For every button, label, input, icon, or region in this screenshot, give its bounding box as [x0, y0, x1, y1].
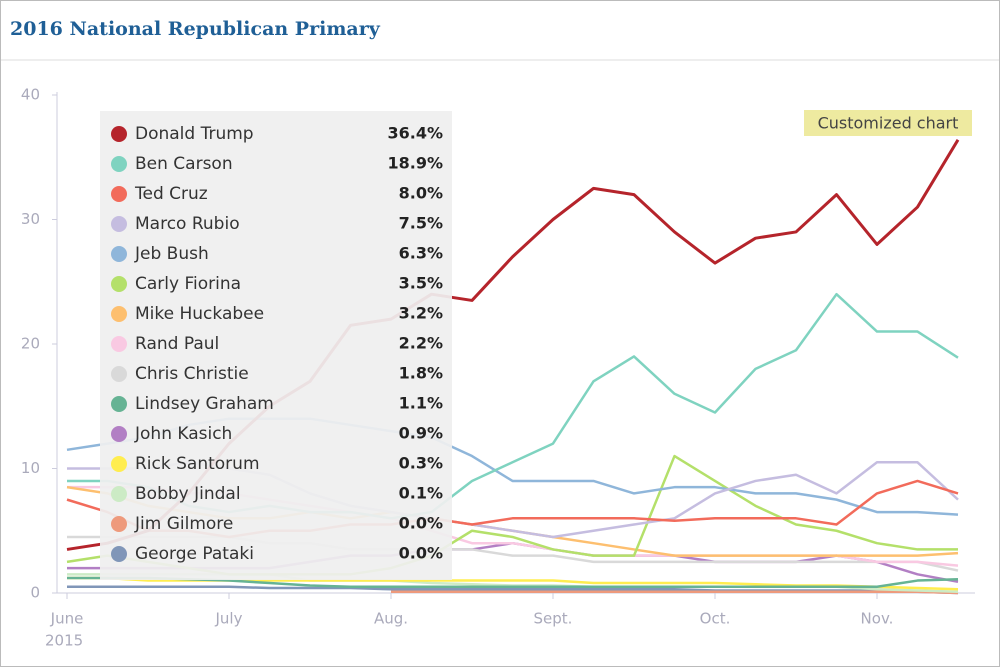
legend-swatch — [111, 516, 127, 532]
y-tick-label: 20 — [21, 335, 40, 353]
legend-swatch — [111, 276, 127, 292]
legend-value: 1.8% — [399, 364, 443, 383]
x-tick-label: Nov. — [861, 610, 894, 628]
legend-swatch — [111, 186, 127, 202]
series-line — [67, 576, 959, 589]
legend-label: Rand Paul — [135, 334, 219, 354]
legend-swatch — [111, 486, 127, 502]
legend: Donald Trump 36.4% Ben Carson 18.9% Ted Cruz… — [100, 111, 452, 580]
chart-title: 2016 National Republican Primary — [10, 18, 381, 40]
legend-value: 0.1% — [399, 484, 443, 503]
legend-swatch — [111, 366, 127, 382]
legend-swatch — [111, 426, 127, 442]
legend-swatch — [111, 246, 127, 262]
legend-value: 2.2% — [399, 334, 443, 353]
y-tick-label: 40 — [21, 86, 40, 104]
x-tick-label: Sept. — [534, 610, 573, 628]
legend-value: 1.1% — [399, 394, 443, 413]
legend-swatch — [111, 336, 127, 352]
legend-label: Mike Huckabee — [135, 304, 264, 324]
x-tick-label: Aug. — [374, 610, 408, 628]
annotation: Customized chart — [818, 114, 959, 133]
legend-swatch — [111, 156, 127, 172]
legend-label: Bobby Jindal — [135, 484, 241, 504]
legend-box — [100, 111, 452, 580]
legend-value: 6.3% — [399, 244, 443, 263]
legend-label: Marco Rubio — [135, 214, 240, 234]
legend-swatch — [111, 546, 127, 562]
legend-value: 7.5% — [399, 214, 443, 233]
legend-label: Chris Christie — [135, 364, 249, 384]
legend-value: 8.0% — [399, 184, 443, 203]
annotation-box — [804, 110, 972, 136]
legend-swatch — [111, 216, 127, 232]
legend-swatch — [111, 456, 127, 472]
y-tick-label: 30 — [21, 210, 40, 228]
legend-swatch — [111, 126, 127, 142]
legend-label: Ted Cruz — [134, 184, 208, 204]
legend-value: 3.5% — [399, 274, 443, 293]
x-year-label: 2015 — [45, 632, 83, 650]
legend-value: 0.3% — [399, 454, 443, 473]
y-tick-label: 0 — [30, 584, 40, 602]
y-tick-label: 10 — [21, 459, 40, 477]
legend-label: Carly Fiorina — [135, 274, 241, 294]
legend-value: 36.4% — [387, 124, 443, 143]
legend-swatch — [111, 306, 127, 322]
legend-value: 3.2% — [399, 304, 443, 323]
legend-label: Lindsey Graham — [135, 394, 274, 414]
legend-swatch — [111, 396, 127, 412]
series-line — [391, 590, 959, 595]
legend-label: Jeb Bush — [134, 244, 209, 264]
legend-label: Ben Carson — [135, 154, 233, 174]
legend-value: 0.0% — [399, 544, 443, 563]
x-tick-label: Oct. — [700, 610, 731, 628]
legend-label: John Kasich — [134, 424, 232, 444]
legend-label: Jim Gilmore — [134, 514, 233, 534]
legend-value: 18.9% — [387, 154, 443, 173]
legend-value: 0.0% — [399, 514, 443, 533]
legend-label: Donald Trump — [135, 124, 254, 144]
x-tick-label: July — [215, 610, 243, 628]
legend-label: Rick Santorum — [135, 454, 260, 474]
legend-value: 0.9% — [399, 424, 443, 443]
legend-label: George Pataki — [135, 544, 254, 564]
x-tick-label: June — [50, 610, 84, 628]
